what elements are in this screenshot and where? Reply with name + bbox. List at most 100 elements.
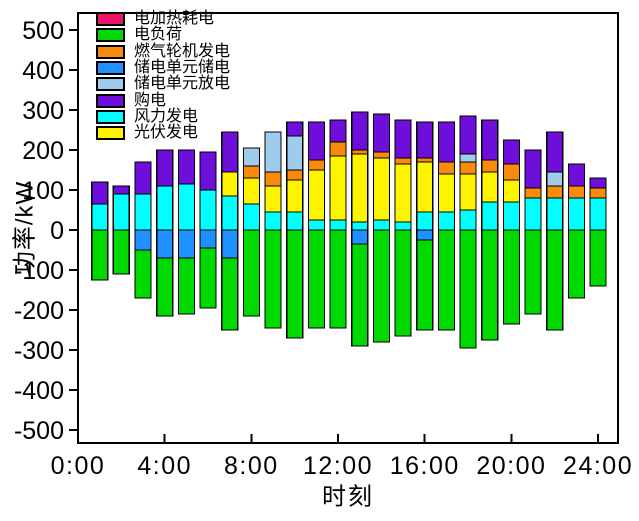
bar-segment-风力发电-h17: [437, 211, 455, 231]
bar-segment-光伏发电-h20: [502, 179, 520, 203]
x-tick-label-0: 0:00: [51, 452, 106, 480]
legend-swatch-储电单元储电: [96, 61, 125, 76]
bar-segment-燃气轮机发电-h19: [481, 159, 499, 173]
bar-segment-风力发电-h4: [156, 185, 174, 231]
bar-segment-储电单元放电-h22: [546, 171, 564, 187]
bar-segment-光伏发电-h19: [481, 171, 499, 203]
bar-segment-购电-h14: [372, 113, 390, 153]
bar-segment-风力发电-h11: [307, 219, 325, 231]
bar-segment-风力发电-h10: [286, 211, 304, 231]
bar-segment-燃气轮机发电-h17: [437, 161, 455, 175]
bar-segment-风力发电-h22: [546, 197, 564, 231]
bar-segment-风力发电-h15: [394, 221, 412, 231]
bar-segment-风力发电-h20: [502, 201, 520, 231]
bar-segment-购电-h5: [177, 149, 195, 185]
bar-segment-储电单元放电-h8: [242, 147, 260, 167]
legend-swatch-购电: [96, 93, 125, 108]
bar-segment-购电-h10: [286, 121, 304, 137]
bar-segment-购电-h20: [502, 139, 520, 165]
legend-swatch-光伏发电: [96, 126, 125, 141]
bar-segment-电负荷-h5: [177, 257, 195, 315]
bar-segment-风力发电-h16: [416, 211, 434, 231]
legend-item-购电: 购电: [96, 92, 230, 108]
y-tick-label--200: -200: [14, 297, 64, 325]
bar-segment-燃气轮机发电-h9: [264, 171, 282, 187]
bar-segment-购电-h7: [221, 131, 239, 173]
y-tick-label-500: 500: [22, 17, 64, 45]
bar-segment-风力发电-h9: [264, 211, 282, 231]
bar-segment-电负荷-h24: [589, 229, 607, 287]
bar-segment-电负荷-h23: [567, 229, 586, 299]
bar-segment-光伏发电-h10: [286, 179, 304, 213]
y-tick-label--400: -400: [14, 377, 64, 405]
bar-segment-电负荷-h11: [307, 229, 325, 329]
bar-segment-电负荷-h2: [112, 229, 130, 275]
x-tick-label-24: 24:00: [563, 452, 633, 480]
bar-segment-光伏发电-h17: [437, 173, 455, 213]
y-tick-label-100: 100: [22, 177, 64, 205]
bar-segment-光伏发电-h12: [329, 155, 347, 221]
bar-segment-购电-h2: [112, 185, 130, 195]
bar-segment-电负荷-h20: [502, 229, 520, 325]
bar-segment-风力发电-h7: [221, 195, 239, 231]
bar-segment-电负荷-h19: [481, 229, 499, 341]
bar-segment-燃气轮机发电-h13: [351, 149, 369, 155]
bar-segment-光伏发电-h14: [372, 157, 390, 221]
bar-segment-购电-h24: [589, 177, 607, 189]
bar-segment-燃气轮机发电-h18: [459, 161, 477, 175]
bar-segment-风力发电-h1: [91, 203, 109, 231]
legend: 电加热耗电 电负荷 燃气轮机发电 储电单元储电 储电单元放电 购电 风力发电 光伏发电: [96, 11, 230, 141]
bar-segment-电负荷-h9: [264, 229, 282, 329]
legend-label: 储电单元储电: [134, 59, 231, 77]
bar-segment-燃气轮机发电-h10: [286, 169, 304, 181]
bar-segment-购电-h21: [524, 149, 542, 189]
bar-segment-风力发电-h18: [459, 209, 477, 231]
bar-segment-风力发电-h12: [329, 219, 347, 231]
bar-segment-电负荷-h6: [199, 247, 217, 309]
legend-swatch-电加热耗电: [96, 12, 125, 27]
x-tick-label-4: 4:00: [137, 452, 192, 480]
bar-segment-购电-h4: [156, 149, 174, 187]
bar-segment-光伏发电-h7: [221, 171, 239, 197]
x-tick-label-16: 16:00: [390, 452, 460, 480]
legend-item-电加热耗电: 电加热耗电: [96, 11, 230, 27]
bar-segment-储电单元储电-h6: [199, 229, 217, 249]
bar-segment-购电-h15: [394, 119, 412, 159]
legend-label: 燃气轮机发电: [134, 42, 231, 60]
bar-segment-风力发电-h19: [481, 201, 499, 231]
legend-label: 光伏发电: [134, 124, 199, 142]
bar-segment-电负荷-h17: [437, 229, 455, 331]
bar-segment-光伏发电-h18: [459, 173, 477, 211]
bar-segment-购电-h13: [351, 111, 369, 151]
bar-segment-风力发电-h21: [524, 197, 542, 231]
x-axis-title: 时刻: [322, 483, 374, 511]
bar-segment-风力发电-h14: [372, 219, 390, 231]
x-tick-label-12: 12:00: [303, 452, 373, 480]
bar-segment-电负荷-h3: [134, 249, 152, 299]
bar-segment-风力发电-h8: [242, 203, 260, 231]
bar-segment-风力发电-h6: [199, 189, 217, 231]
bar-segment-燃气轮机发电-h16: [416, 157, 434, 163]
bar-segment-购电-h3: [134, 161, 152, 195]
bar-segment-电负荷-h8: [242, 229, 260, 317]
x-tick-label-8: 8:00: [224, 452, 279, 480]
bar-segment-燃气轮机发电-h15: [394, 157, 412, 165]
bar-segment-储电单元储电-h5: [177, 229, 195, 259]
bar-segment-购电-h22: [546, 131, 564, 173]
bar-segment-购电-h18: [459, 115, 477, 155]
legend-swatch-储电单元放电: [96, 77, 125, 92]
y-tick-label-300: 300: [22, 97, 64, 125]
bar-segment-燃气轮机发电-h12: [329, 141, 347, 157]
legend-item-电负荷: 电负荷: [96, 27, 230, 43]
bar-segment-购电-h1: [91, 181, 109, 205]
bar-segment-风力发电-h2: [112, 193, 130, 231]
legend-label: 电负荷: [134, 26, 183, 44]
bar-segment-电负荷-h12: [329, 229, 347, 329]
bar-segment-电负荷-h22: [546, 229, 564, 331]
bar-segment-风力发电-h5: [177, 183, 195, 231]
y-tick-label--500: -500: [14, 417, 64, 445]
bar-segment-储电单元储电-h13: [351, 229, 369, 245]
bar-segment-燃气轮机发电-h24: [589, 187, 607, 199]
bar-segment-购电-h6: [199, 151, 217, 191]
